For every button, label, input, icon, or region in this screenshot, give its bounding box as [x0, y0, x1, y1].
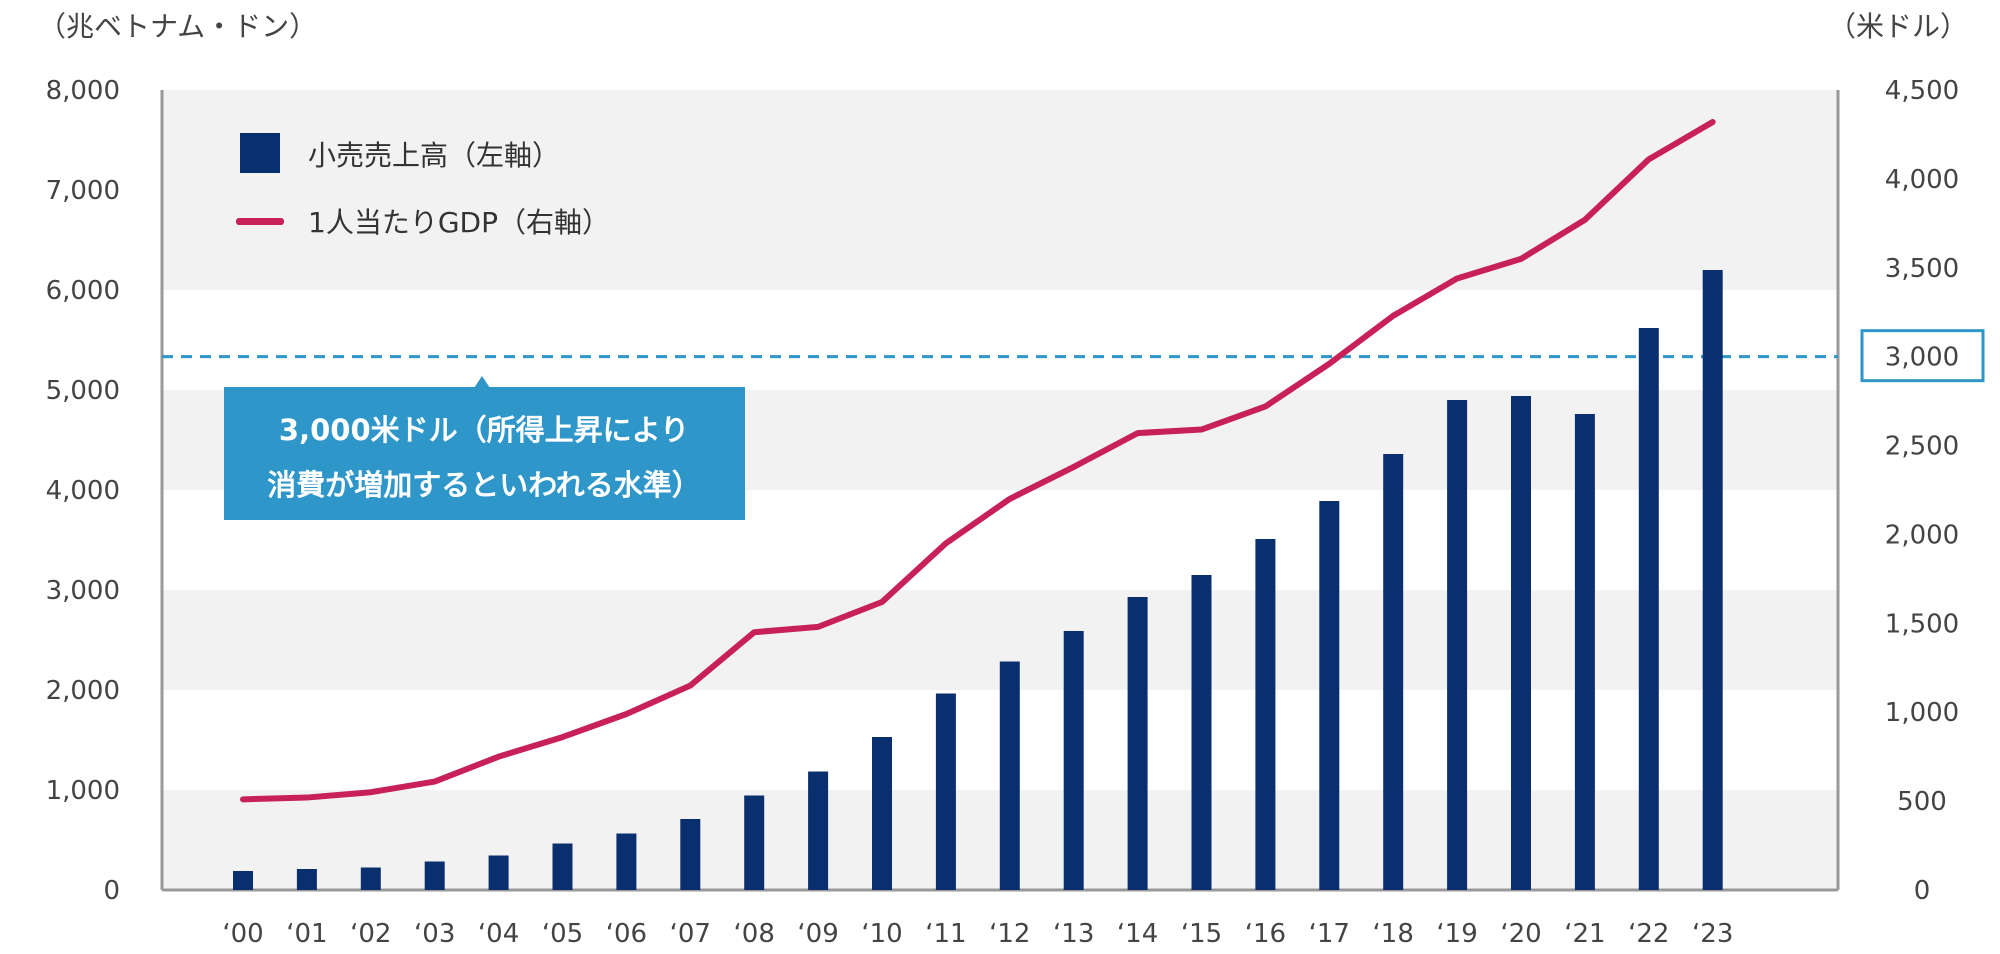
left-tick-label: 3,000: [46, 576, 120, 606]
bar-series: [233, 270, 1723, 890]
line-path: [240, 119, 1716, 803]
x-tick-label: ‘09: [797, 919, 838, 949]
x-tick-label: ‘06: [606, 919, 647, 949]
bar: [1383, 454, 1404, 890]
bar: [1191, 575, 1212, 890]
bar: [1255, 539, 1276, 890]
left-axis-unit: （兆ベトナム・ドン）: [38, 10, 317, 43]
right-tick-label: 2,000: [1885, 520, 1959, 550]
bar: [488, 855, 509, 890]
bar: [1574, 414, 1595, 890]
left-tick-label: 1,000: [46, 776, 120, 806]
reference-callout: 3,000米ドル（所得上昇により 消費が増加するといわれる水準）: [224, 376, 745, 520]
bar: [360, 867, 381, 890]
bar: [552, 843, 573, 890]
right-axis-unit: （米ドル）: [1828, 10, 1968, 43]
bar: [999, 661, 1020, 890]
left-tick-label: 5,000: [46, 376, 120, 406]
legend-line-label: 1人当たりGDP（右軸）: [308, 206, 610, 239]
bar: [1447, 400, 1468, 890]
callout-pointer: [474, 376, 490, 388]
right-tick-label: 500: [1897, 787, 1947, 817]
bar: [1511, 396, 1531, 890]
x-tick-label: ‘00: [222, 919, 263, 949]
x-tick-label: ‘15: [1181, 919, 1222, 949]
x-tick-label: ‘13: [1053, 919, 1094, 949]
bar: [1702, 270, 1723, 890]
bar: [1319, 501, 1340, 890]
callout-text-line1: 3,000米ドル（所得上昇により: [279, 413, 689, 447]
legend: 小売売上高（左軸） 1人当たりGDP（右軸）: [236, 133, 610, 239]
legend-bar-swatch: [240, 133, 280, 173]
x-tick-label: ‘04: [478, 919, 519, 949]
bar: [744, 795, 765, 890]
bar: [1063, 631, 1084, 890]
bar: [872, 737, 892, 890]
bar: [808, 771, 829, 890]
line-series: [240, 119, 1716, 803]
x-tick-label: ‘02: [350, 919, 391, 949]
left-tick-label: 6,000: [46, 276, 120, 306]
bar: [680, 819, 701, 890]
right-tick-label: 3,500: [1885, 254, 1959, 284]
grid-band: [162, 190, 1838, 290]
callout-text-line2: 消費が増加するといわれる水準）: [267, 468, 701, 502]
x-tick-label: ‘03: [414, 919, 455, 949]
bar: [935, 693, 956, 890]
x-tick-label: ‘14: [1117, 919, 1158, 949]
x-tick-label: ‘18: [1373, 919, 1414, 949]
bar: [424, 861, 445, 890]
grid-band: [162, 90, 1838, 190]
bar: [1638, 328, 1659, 890]
bar: [233, 871, 253, 890]
x-tick-label: ‘22: [1628, 919, 1669, 949]
x-tick-label: ‘05: [542, 919, 583, 949]
legend-bar-label: 小売売上高（左軸）: [308, 139, 560, 172]
x-tick-label: ‘19: [1436, 919, 1477, 949]
bar: [296, 869, 317, 890]
right-tick-label: 4,500: [1885, 76, 1959, 106]
x-tick-label: ‘20: [1500, 919, 1541, 949]
bar: [1127, 597, 1148, 890]
background-bands: [162, 90, 1838, 890]
x-tick-label: ‘01: [286, 919, 327, 949]
x-tick-label: ‘17: [1309, 919, 1350, 949]
left-tick-label: 7,000: [46, 176, 120, 206]
x-tick-label: ‘10: [861, 919, 902, 949]
left-tick-label: 2,000: [46, 676, 120, 706]
x-tick-label: ‘16: [1245, 919, 1286, 949]
x-tick-label: ‘11: [925, 919, 966, 949]
right-tick-label: 1,500: [1885, 609, 1959, 639]
callout-box: [224, 387, 745, 520]
x-tick-label: ‘23: [1692, 919, 1733, 949]
right-tick-label: 4,000: [1885, 165, 1959, 195]
right-tick-label: 2,500: [1885, 432, 1959, 462]
left-tick-label: 4,000: [46, 476, 120, 506]
x-tick-label: ‘08: [734, 919, 775, 949]
x-tick-label: ‘12: [989, 919, 1030, 949]
tick-labels: 0 1,000 2,000 3,000 4,000 5,000 6,000 7,000 8,00…: [46, 76, 1985, 949]
x-tick-label: ‘07: [670, 919, 711, 949]
legend-line-swatch: [236, 218, 284, 225]
right-tick-label: 0: [1914, 876, 1931, 906]
left-tick-label: 8,000: [46, 76, 120, 106]
right-tick-label: 1,000: [1885, 698, 1959, 728]
right-tick-label: 3,000: [1885, 343, 1959, 373]
x-tick-label: ‘21: [1564, 919, 1605, 949]
left-tick-label: 0: [103, 876, 120, 906]
bar: [616, 833, 637, 890]
right-tick-highlight-box: [1860, 329, 1985, 383]
